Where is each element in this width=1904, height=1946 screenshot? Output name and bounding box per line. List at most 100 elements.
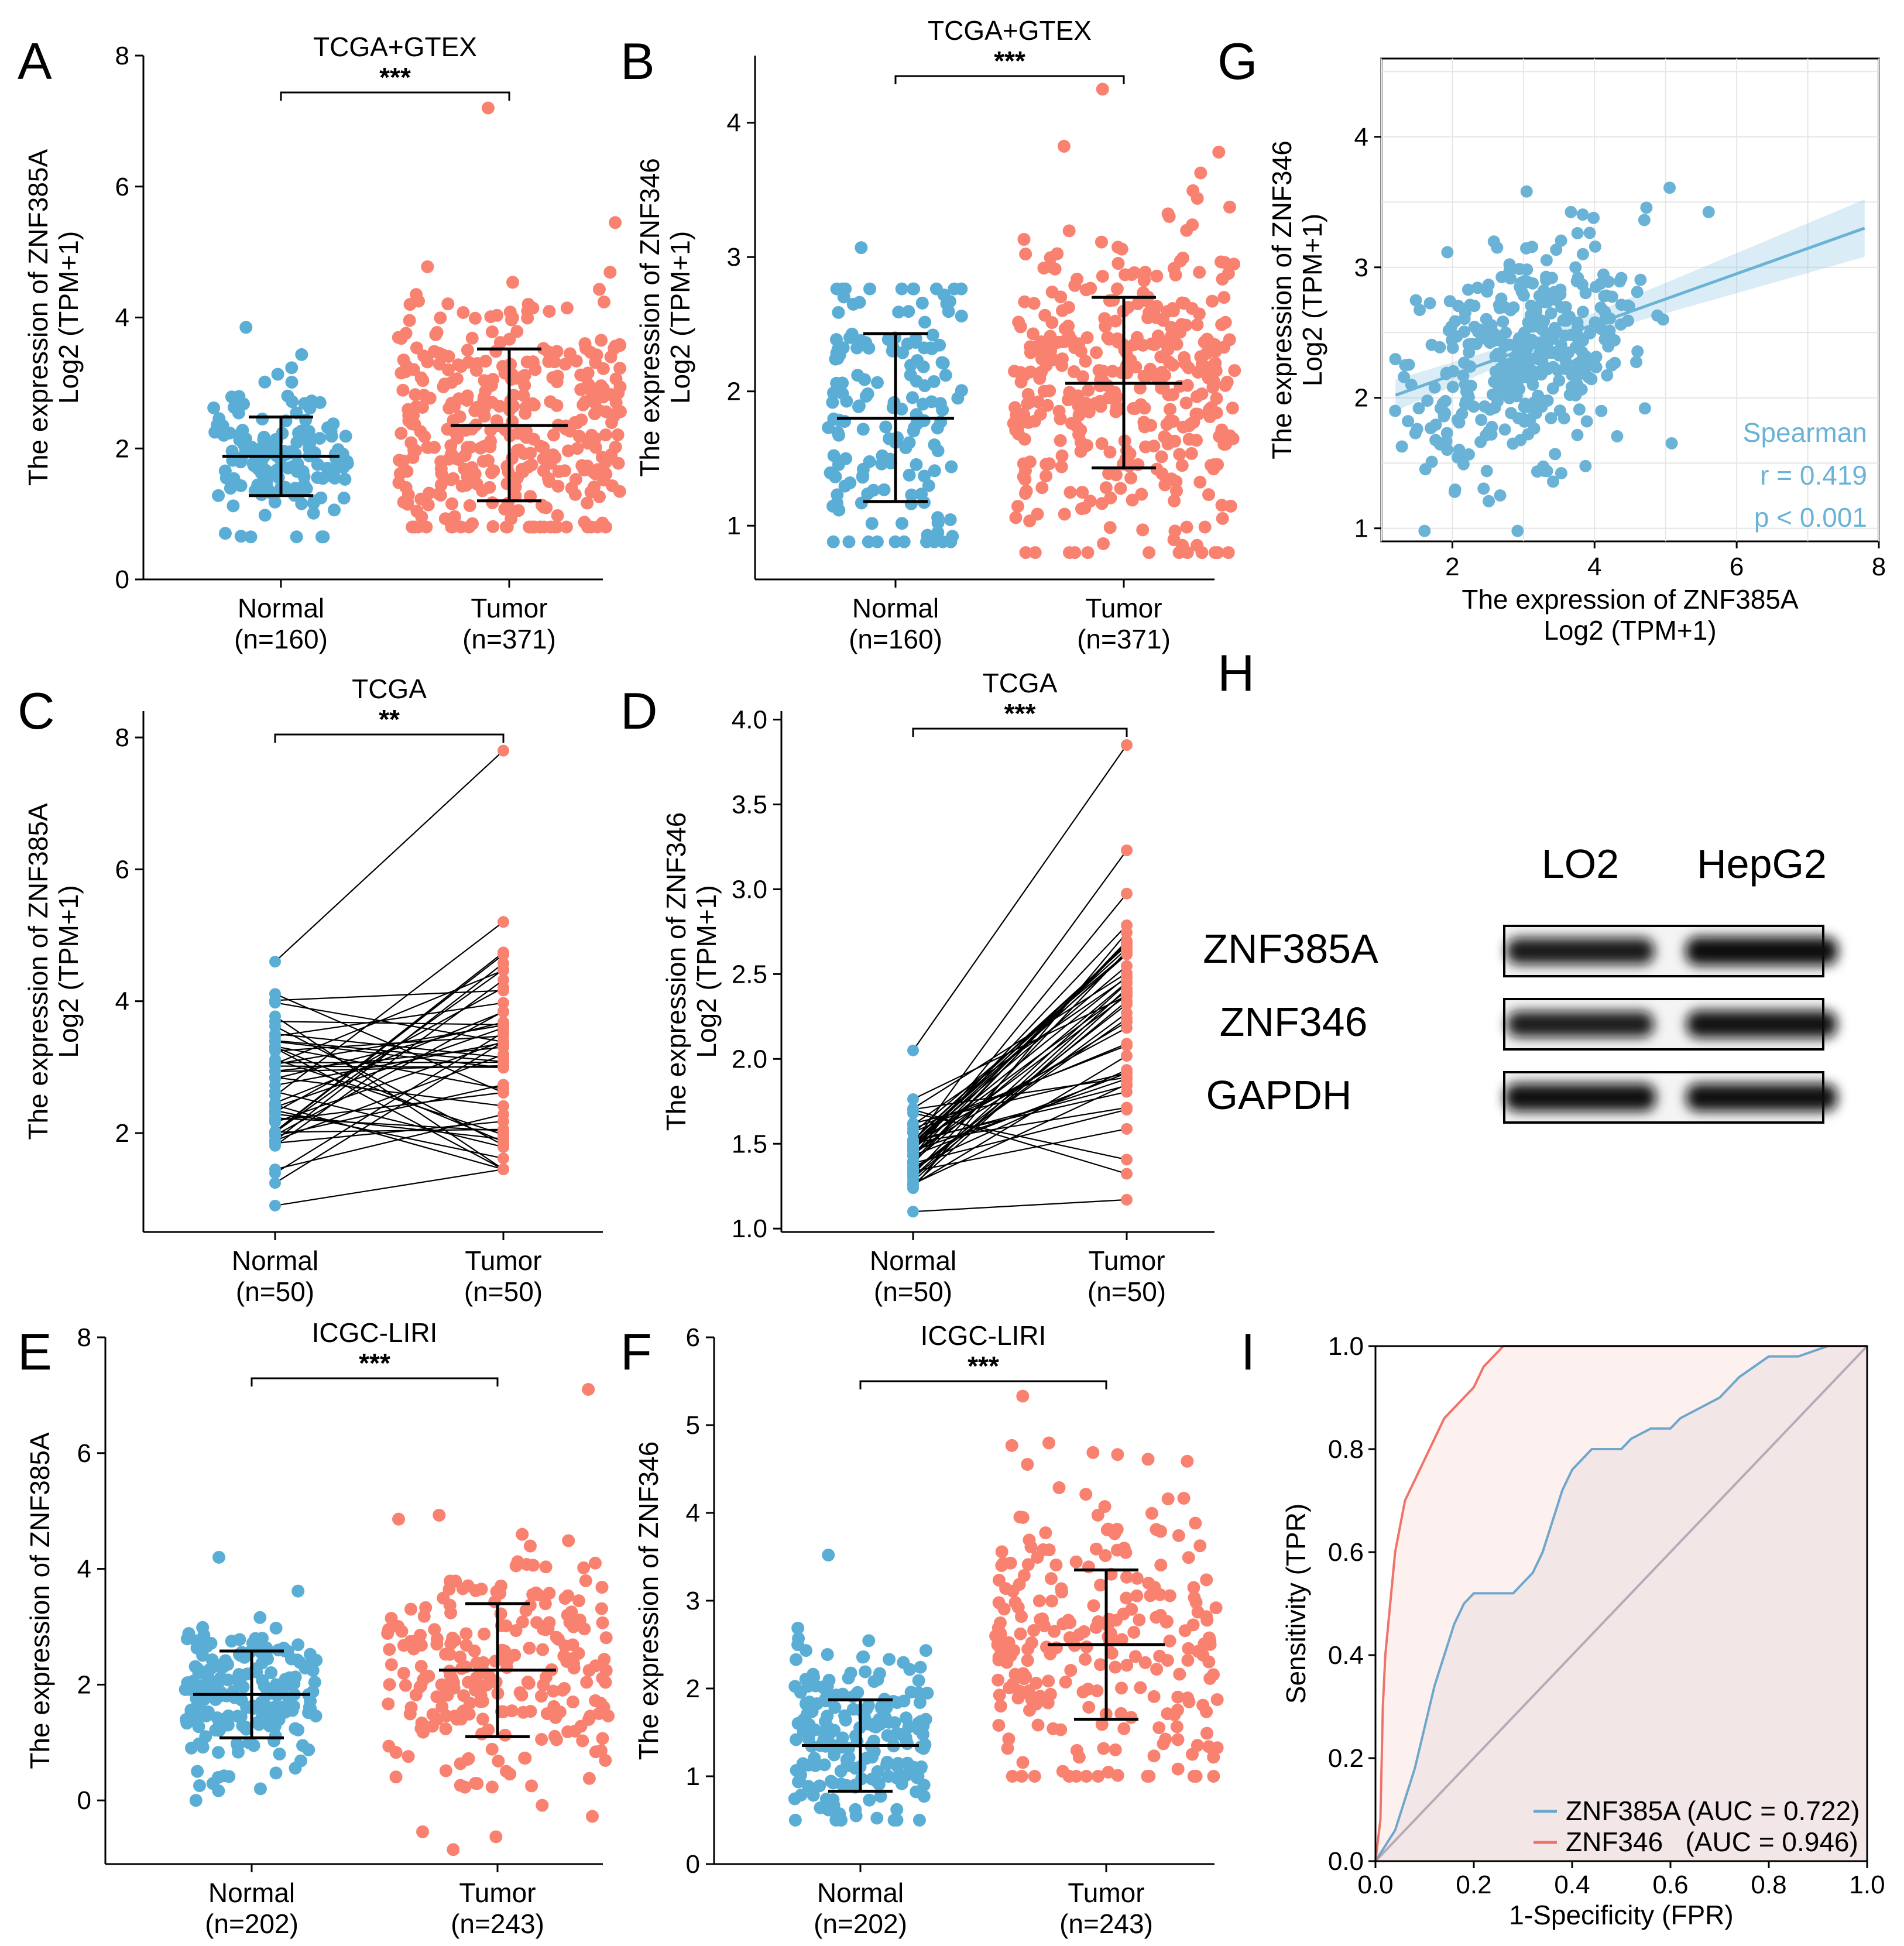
data-point bbox=[1121, 976, 1133, 989]
x-tick-label: 6 bbox=[1730, 552, 1744, 581]
data-point bbox=[1186, 1618, 1200, 1632]
data-point bbox=[1103, 521, 1117, 534]
data-point bbox=[1468, 320, 1481, 333]
y-tick-label: 0 bbox=[686, 1850, 700, 1879]
data-point bbox=[1155, 467, 1169, 481]
data-point bbox=[269, 1072, 281, 1084]
data-point bbox=[1702, 205, 1715, 218]
legend: ZNF385A (AUC = 0.722)ZNF346 (AUC = 0.946… bbox=[1534, 1796, 1860, 1857]
pair-line bbox=[275, 990, 504, 1001]
data-point bbox=[498, 744, 509, 757]
y-tick-label: 4 bbox=[727, 109, 741, 138]
data-point bbox=[476, 1712, 489, 1726]
pair-line bbox=[275, 963, 504, 1141]
data-point bbox=[1084, 282, 1097, 295]
data-point bbox=[1571, 226, 1584, 239]
data-point bbox=[1589, 240, 1601, 253]
data-point bbox=[1217, 341, 1231, 354]
data-point bbox=[1102, 467, 1116, 481]
data-point bbox=[247, 1739, 260, 1752]
data-point bbox=[836, 376, 849, 390]
data-point bbox=[1086, 1446, 1100, 1459]
data-point bbox=[1402, 358, 1415, 371]
data-point bbox=[247, 459, 260, 472]
data-point bbox=[1187, 1581, 1200, 1594]
data-point bbox=[1041, 399, 1054, 412]
data-point bbox=[1147, 1690, 1161, 1703]
data-point bbox=[1087, 1599, 1100, 1612]
data-point bbox=[1096, 270, 1109, 283]
data-point bbox=[1042, 1543, 1056, 1557]
data-point bbox=[534, 1690, 548, 1703]
data-point bbox=[517, 389, 530, 402]
panel-C: C 2 4 6 8 The expression of ZNF385ALog2 (TPM+… bbox=[18, 674, 603, 1307]
data-point bbox=[1191, 1739, 1204, 1752]
data-point bbox=[579, 342, 592, 355]
data-point bbox=[1121, 844, 1133, 856]
data-point bbox=[613, 380, 627, 394]
data-point bbox=[1594, 301, 1607, 314]
data-point bbox=[822, 421, 835, 434]
data-point bbox=[212, 489, 225, 502]
data-point bbox=[992, 1650, 1006, 1664]
pair-line bbox=[275, 970, 504, 1065]
data-point bbox=[1174, 254, 1187, 267]
data-point bbox=[234, 455, 248, 469]
data-point bbox=[410, 504, 424, 518]
data-point bbox=[1025, 1636, 1038, 1649]
data-point bbox=[1043, 384, 1056, 397]
data-point bbox=[417, 349, 431, 363]
data-point bbox=[910, 458, 923, 471]
blot-band bbox=[1506, 938, 1655, 965]
data-point bbox=[828, 1724, 841, 1737]
panel-title: TCGA bbox=[983, 668, 1058, 698]
data-point bbox=[912, 1814, 926, 1827]
pair-line bbox=[275, 1033, 504, 1058]
data-point bbox=[256, 412, 269, 425]
data-point bbox=[490, 308, 504, 322]
panel-label-G: G bbox=[1217, 32, 1257, 90]
data-point bbox=[578, 516, 591, 529]
data-point bbox=[1018, 295, 1031, 308]
data-point bbox=[269, 1108, 281, 1120]
data-point bbox=[788, 1814, 802, 1827]
y-tick-label: 5 bbox=[686, 1411, 700, 1440]
data-point bbox=[1202, 1655, 1216, 1669]
data-point bbox=[1189, 1770, 1203, 1783]
data-point bbox=[599, 1753, 612, 1767]
y-axis-label: The expression of ZNF385ALog2 (TPM+1) bbox=[23, 803, 84, 1140]
data-point bbox=[1621, 299, 1634, 312]
data-point bbox=[907, 1165, 919, 1178]
data-point bbox=[1515, 276, 1528, 289]
data-point bbox=[394, 366, 408, 380]
pair-line bbox=[912, 990, 1127, 1149]
data-point bbox=[402, 1750, 415, 1763]
data-point bbox=[578, 1622, 591, 1636]
data-point bbox=[907, 282, 921, 296]
x-tick-count-normal: (n=202) bbox=[814, 1909, 907, 1939]
data-point bbox=[1179, 318, 1193, 332]
x-tick-count-tumor: (n=243) bbox=[451, 1909, 544, 1939]
data-point bbox=[1102, 1522, 1115, 1536]
data-point bbox=[887, 1814, 901, 1827]
data-point bbox=[536, 1799, 549, 1812]
data-point bbox=[1038, 1619, 1051, 1632]
data-point bbox=[381, 1626, 394, 1640]
data-point bbox=[499, 520, 513, 534]
y-tick-label: 6 bbox=[686, 1323, 700, 1352]
data-point bbox=[587, 481, 601, 494]
y-tick-label: 6 bbox=[115, 173, 129, 201]
data-point bbox=[1545, 272, 1558, 284]
y-axis-label-line: Log2 (TPM+1) bbox=[53, 885, 84, 1058]
data-point bbox=[1028, 546, 1042, 560]
data-point bbox=[1011, 500, 1024, 513]
data-point bbox=[1181, 546, 1194, 560]
data-point bbox=[1428, 381, 1441, 394]
data-point bbox=[475, 1583, 488, 1596]
x-axis-label-line2: Log2 (TPM+1) bbox=[1543, 615, 1716, 646]
data-point bbox=[1080, 1770, 1093, 1783]
panel-label-I: I bbox=[1241, 1323, 1255, 1381]
data-point bbox=[821, 1679, 834, 1693]
data-point bbox=[1208, 546, 1222, 560]
y-tick-label: 3.5 bbox=[732, 790, 767, 819]
